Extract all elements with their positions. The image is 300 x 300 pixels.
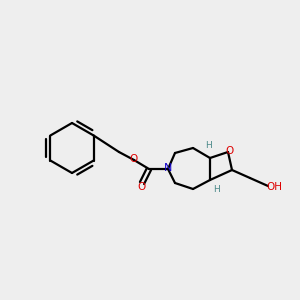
Text: O: O bbox=[130, 154, 138, 164]
Text: H: H bbox=[213, 184, 219, 194]
Text: O: O bbox=[226, 146, 234, 156]
Text: H: H bbox=[205, 140, 212, 149]
Text: O: O bbox=[137, 182, 145, 192]
Text: OH: OH bbox=[266, 182, 282, 192]
Text: N: N bbox=[164, 163, 172, 173]
